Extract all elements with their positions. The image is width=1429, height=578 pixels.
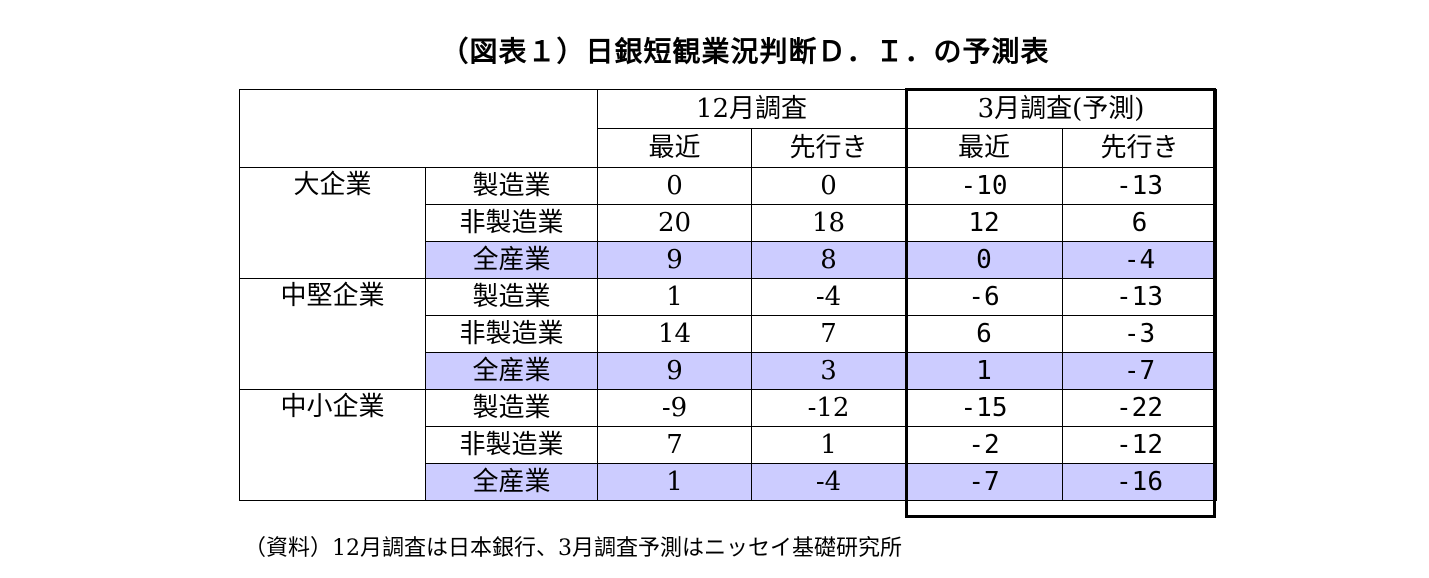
value-cell: 12 [905,204,1063,242]
value-cell: 9 [597,241,752,279]
value-cell: 6 [1062,204,1217,242]
value-cell: -9 [597,389,752,427]
group-label-small: 中小企業 [239,389,426,501]
value-cell: -13 [1062,278,1217,316]
sector-label: 製造業 [425,389,598,427]
sector-label: 全産業 [425,463,598,501]
value-cell: -12 [751,389,906,427]
value-cell: 7 [751,315,906,353]
value-cell: 8 [751,241,906,279]
sector-label: 全産業 [425,241,598,279]
value-cell: 9 [597,352,752,390]
value-cell: 1 [751,426,906,464]
table-row: 非製造業 7 1 -2 -12 [240,426,1217,464]
sector-label: 製造業 [425,167,598,205]
group-label-mid: 中堅企業 [239,278,426,390]
value-cell: 6 [905,315,1063,353]
value-cell: -2 [905,426,1063,464]
value-cell: -15 [905,389,1063,427]
value-cell: 1 [597,463,752,501]
value-cell: -4 [1062,241,1217,279]
value-cell: -4 [751,463,906,501]
header-row-surveys: 12月調査 3月調査(予測) [239,89,1217,168]
value-cell: 1 [905,352,1063,390]
table-row-total: 全産業 9 8 0 -4 [240,241,1217,279]
header-blank-cell [239,89,598,168]
di-forecast-table: 12月調査 3月調査(予測) 最近 先行き 最近 先行き 大企業 製造業 0 0… [239,89,1217,501]
table-row-total: 全産業 1 -4 -7 -16 [240,463,1217,501]
group-label-large: 大企業 [239,167,426,279]
table-row: 中小企業 製造業 -9 -12 -15 -22 [239,389,1217,501]
value-cell: -10 [905,167,1063,205]
value-cell: -16 [1062,463,1217,501]
value-cell: 0 [751,167,906,205]
value-cell: -7 [1062,352,1217,390]
sector-label: 全産業 [425,352,598,390]
sector-label: 非製造業 [425,315,598,353]
header-dec-recent: 最近 [597,128,752,168]
table-row: 中堅企業 製造業 1 -4 -6 -13 [239,278,1217,390]
source-note: （資料）12月調査は日本銀行、3月調査予測はニッセイ基礎研究所 [244,536,902,561]
value-cell: -13 [1062,167,1217,205]
value-cell: -7 [905,463,1063,501]
value-cell: -12 [1062,426,1217,464]
header-march-survey-forecast: 3月調査(予測) [905,89,1217,129]
value-cell: 0 [905,241,1063,279]
header-mar-outlook: 先行き [1062,128,1217,168]
value-cell: 18 [751,204,906,242]
sector-label: 非製造業 [425,204,598,242]
header-dec-outlook: 先行き [751,128,906,168]
header-december-survey: 12月調査 [597,89,906,129]
value-cell: -6 [905,278,1063,316]
header-mar-recent: 最近 [905,128,1063,168]
sector-label: 非製造業 [425,426,598,464]
table-row: 大企業 製造業 0 0 -10 -13 [239,167,1217,279]
value-cell: 0 [597,167,752,205]
value-cell: 20 [597,204,752,242]
value-cell: 14 [597,315,752,353]
value-cell: 3 [751,352,906,390]
value-cell: 7 [597,426,752,464]
value-cell: -3 [1062,315,1217,353]
value-cell: -22 [1062,389,1217,427]
page-title: （図表１）日銀短観業況判断Ｄ．Ｉ．の予測表 [440,35,1050,68]
value-cell: 1 [597,278,752,316]
table-row-total: 全産業 9 3 1 -7 [240,352,1217,390]
table-row: 非製造業 14 7 6 -3 [240,315,1217,353]
value-cell: -4 [751,278,906,316]
sector-label: 製造業 [425,278,598,316]
